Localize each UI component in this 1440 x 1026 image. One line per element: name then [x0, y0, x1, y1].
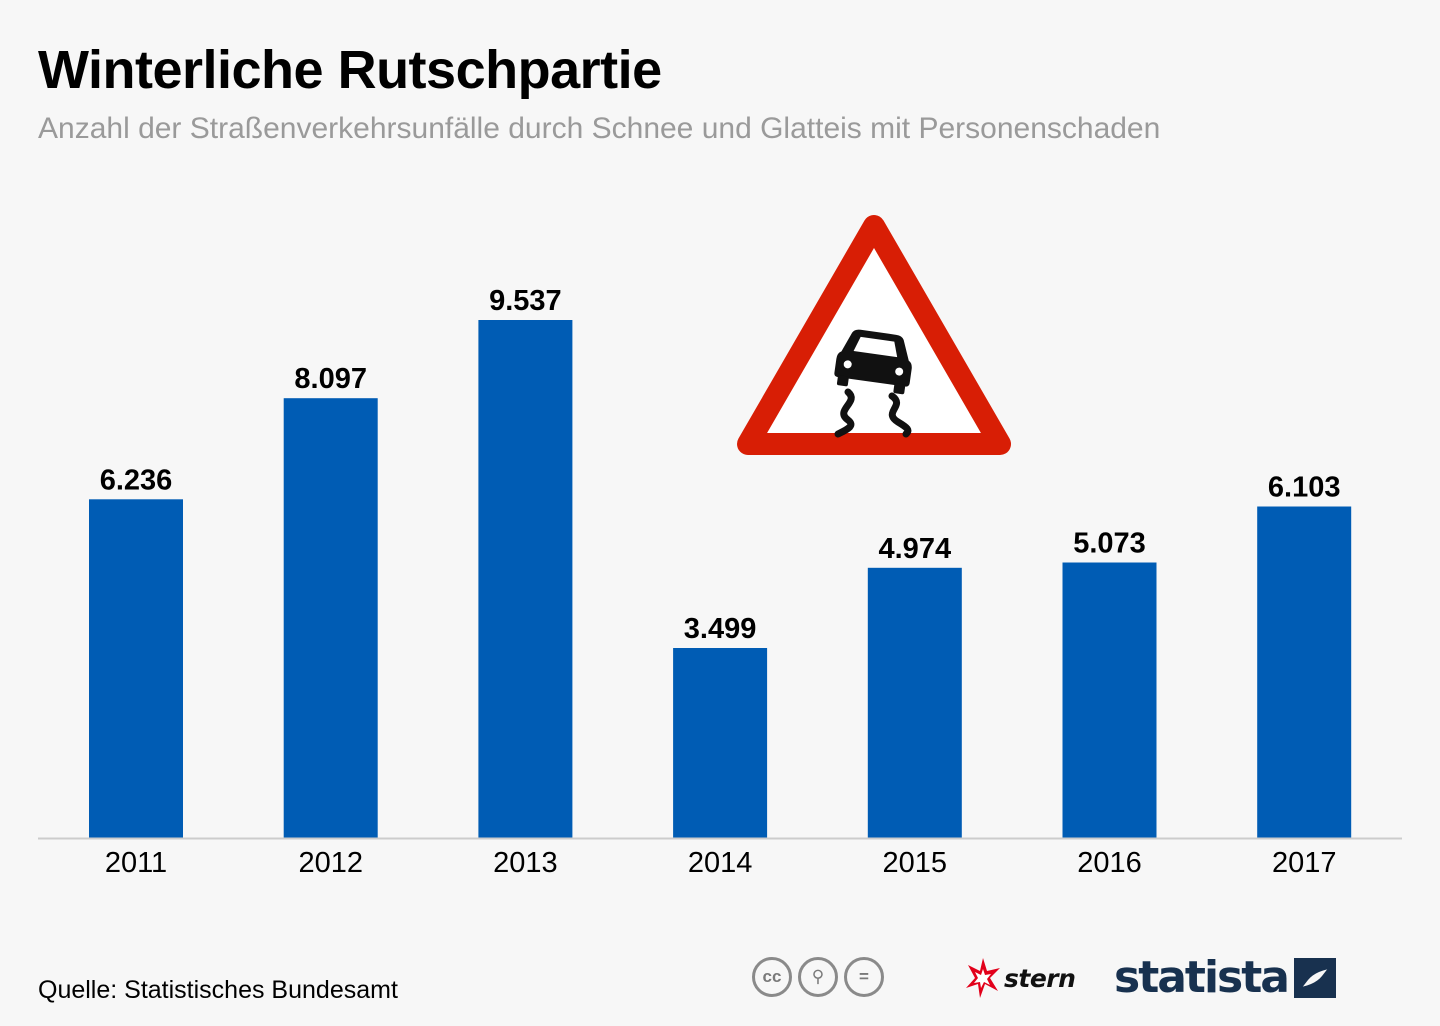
data-label-2015: 4.974 [879, 533, 952, 565]
statista-wordmark: statista [1114, 952, 1290, 1003]
data-label-2016: 5.073 [1073, 528, 1146, 560]
x-tick-label-2017: 2017 [1272, 847, 1337, 879]
stern-star-icon [966, 958, 1000, 998]
cc-icon[interactable]: cc [752, 957, 792, 997]
bar-2012 [283, 398, 378, 838]
data-label-2017: 6.103 [1268, 472, 1341, 504]
by-icon[interactable]: ⚲ [798, 957, 838, 997]
x-tick-label-2012: 2012 [298, 847, 363, 879]
x-tick-label-2013: 2013 [493, 847, 558, 879]
bar-2017 [1257, 506, 1352, 838]
license-icons: cc ⚲ = [752, 957, 884, 997]
chart-subtitle: Anzahl der Straßenverkehrsunfälle durch … [38, 112, 1161, 145]
chart-title: Winterliche Rutschpartie [38, 40, 662, 100]
bar-2011 [89, 499, 183, 838]
statista-logo[interactable]: statista [1114, 952, 1336, 1004]
data-label-2011: 6.236 [100, 464, 173, 496]
bar-2016 [1062, 562, 1157, 838]
x-tick-label-2016: 2016 [1077, 847, 1142, 879]
x-tick-label-2011: 2011 [105, 847, 167, 879]
bar-2014 [673, 648, 768, 838]
source-note: Quelle: Statistisches Bundesamt [38, 976, 398, 1004]
bar-2013 [478, 320, 573, 838]
x-tick-label-2014: 2014 [688, 847, 753, 879]
data-label-2014: 3.499 [684, 613, 757, 645]
statista-mark-icon [1293, 958, 1336, 998]
stern-wordmark: stern [1004, 963, 1076, 993]
slippery-road-warning-icon [737, 215, 1011, 455]
data-label-2013: 9.537 [489, 285, 562, 317]
data-label-2012: 8.097 [294, 363, 367, 395]
bar-2015 [867, 567, 962, 838]
stern-logo[interactable]: stern [966, 958, 1076, 998]
bar-chart: 6.236 2011 8.097 2012 9.537 2013 3.499 2014 4.97… [38, 285, 1402, 879]
nd-icon[interactable]: = [844, 957, 884, 997]
x-tick-label-2015: 2015 [883, 847, 948, 879]
